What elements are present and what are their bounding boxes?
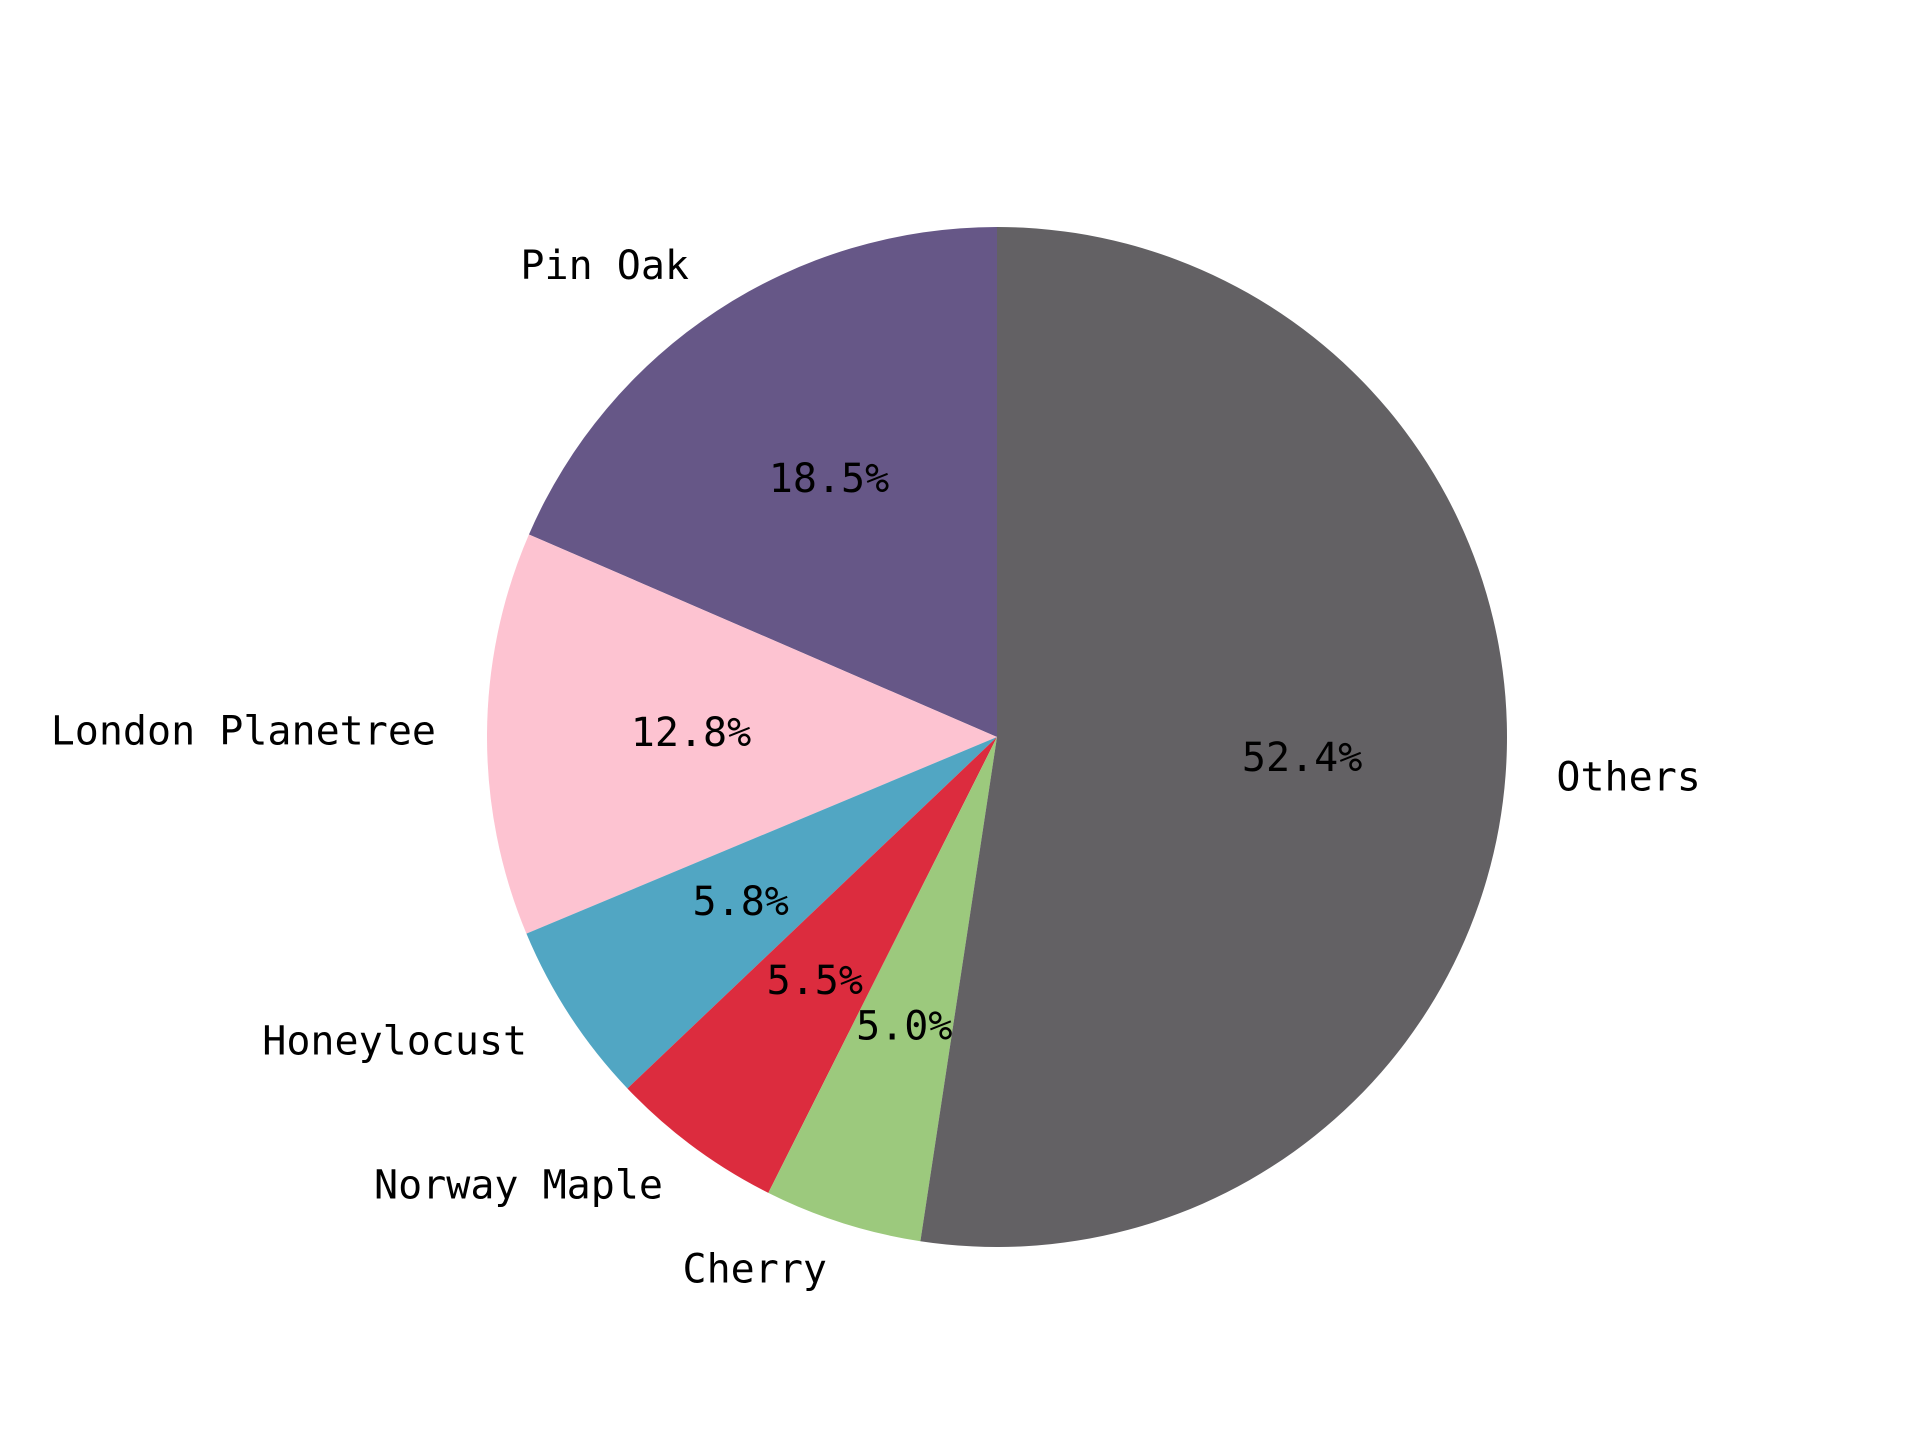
pct-label-london-planetree: 12.8%	[631, 710, 751, 756]
percentage-labels: 18.5% 12.8% 5.8% 5.5%5.0% 52.4%	[631, 456, 1363, 1049]
pct-label-honeylocust: 5.8%	[693, 879, 789, 925]
pie-slices	[487, 227, 1507, 1247]
slice-label-norway-maple: Norway Maple	[374, 1163, 663, 1209]
slice-label-london-planetree: London Planetree	[51, 708, 436, 754]
slice-label-honeylocust: Honeylocust	[262, 1019, 527, 1065]
pie-slice-pin-oak	[528, 227, 997, 737]
pie-slice-others	[920, 227, 1507, 1247]
category-labels: Pin Oak London Planetree Honeylocust Norway…	[51, 243, 1701, 1293]
pct-label-cherry: 5.0%	[856, 1004, 952, 1050]
pct-label-pin-oak: 18.5%	[769, 456, 889, 502]
pct-label-others: 52.4%	[1242, 735, 1362, 781]
pie-slice-norway-maple	[627, 737, 997, 1193]
slice-label-cherry: Cherry	[682, 1247, 827, 1293]
pie-slice-london-planetree	[487, 534, 997, 934]
pie-slice-cherry	[768, 737, 997, 1242]
slice-label-pin-oak: Pin Oak	[520, 243, 689, 289]
slice-label-others: Others	[1556, 754, 1701, 800]
pct-label-norway-maple: 5.5%	[767, 958, 863, 1004]
pie-slice-honeylocust	[526, 737, 997, 1089]
